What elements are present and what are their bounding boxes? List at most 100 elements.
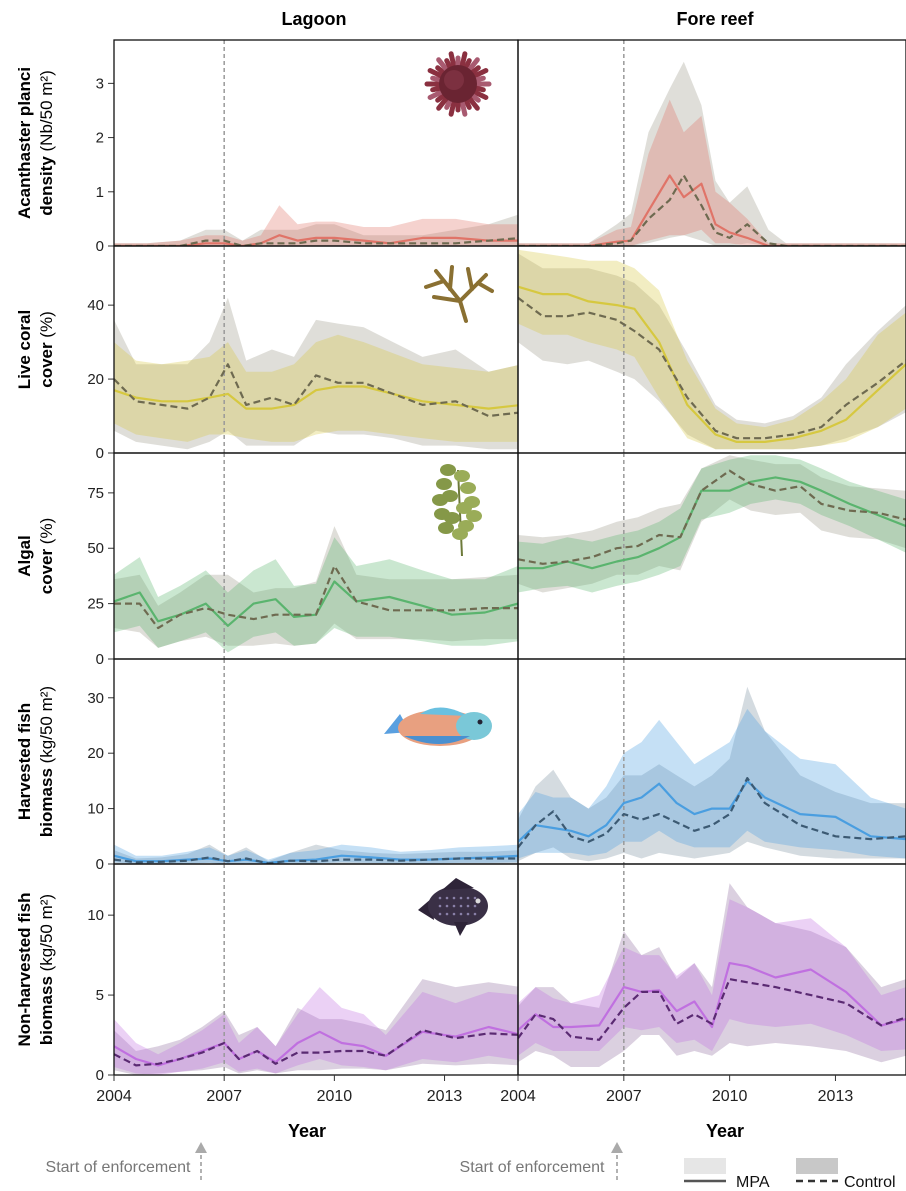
ytick-label-3-10: 10 — [87, 801, 104, 818]
ytick-label-1-20: 20 — [87, 371, 104, 388]
legend-control-swatch — [796, 1158, 838, 1174]
xtick-label-lagoon-2010: 2010 — [317, 1088, 353, 1105]
panel-0-fore-reef — [517, 39, 906, 247]
panel-3-lagoon — [113, 658, 519, 865]
row-label-4: Non-harvested fish biomass (kg/50 m²) — [15, 893, 56, 1047]
xtick-label-fore-reef-2013: 2013 — [818, 1088, 854, 1105]
x-axis-title-fore-reef: Year — [706, 1121, 744, 1141]
row-label-2-line1: Algal — [15, 535, 34, 577]
row-label-1-unit: (%) — [37, 311, 56, 337]
row-label-3-line2: biomass (kg/50 m²) — [37, 686, 56, 837]
branching-coral-icon — [424, 265, 494, 323]
enforcement-note-lagoon: Start of enforcement — [46, 1159, 192, 1176]
ytick-label-3-20: 20 — [87, 745, 104, 762]
ytick-label-0-2: 2 — [96, 130, 104, 147]
row-label-1-line2: cover (%) — [37, 311, 56, 388]
xtick-label-fore-reef-2004: 2004 — [500, 1088, 536, 1105]
legend-mpa-swatch — [684, 1158, 726, 1174]
enforcement-arrow-fore-reef — [611, 1142, 623, 1180]
ytick-label-2-25: 25 — [87, 596, 104, 613]
xtick-label-fore-reef-2007: 2007 — [606, 1088, 642, 1105]
control-line-3-fore-reef — [518, 777, 906, 849]
control-line-2-fore-reef — [518, 469, 906, 565]
enforcement-note-fore-reef: Start of enforcement — [460, 1159, 606, 1176]
enforcement-arrow-lagoon — [195, 1142, 207, 1180]
mpa-band-2-lagoon — [114, 537, 518, 653]
control-line-0-fore-reef — [518, 174, 906, 246]
ytick-label-0-3: 3 — [96, 75, 104, 92]
row-label-3: Harvested fish biomass (kg/50 m²) — [15, 686, 56, 837]
control-band-1-lagoon — [114, 297, 518, 450]
ytick-label-0-1: 1 — [96, 184, 104, 201]
ytick-label-2-50: 50 — [87, 540, 104, 557]
mpa-line-2-lagoon — [114, 580, 518, 627]
legend-control-label: Control — [844, 1174, 896, 1191]
mpa-band-2-fore-reef — [518, 455, 906, 593]
ytick-label-4-0: 0 — [96, 1067, 104, 1084]
row-label-2-bold: cover — [37, 544, 56, 594]
control-band-1-fore-reef — [518, 253, 906, 450]
panels-group: Acanthaster planci density (Nb/50 m²) 0 1 2 3… — [15, 39, 906, 1105]
panel-3-fore-reef — [517, 658, 906, 865]
ytick-label-2-75: 75 — [87, 485, 104, 502]
panel-frame-3-lagoon — [113, 658, 519, 865]
column-title-lagoon: Lagoon — [282, 9, 347, 29]
x-axis-title-lagoon: Year — [288, 1121, 326, 1141]
ytick-label-1-0: 0 — [96, 445, 104, 462]
row-label-1-line1: Live coral — [15, 310, 34, 389]
row-label-0: Acanthaster planci density (Nb/50 m²) — [15, 67, 56, 219]
mpa-line-3-fore-reef — [518, 779, 906, 843]
damselfish-icon — [418, 878, 488, 936]
row-label-3-unit: (kg/50 m²) — [37, 686, 56, 763]
mpa-band-3-fore-reef — [518, 708, 906, 859]
legend: MPA Control — [684, 1158, 896, 1191]
row-label-0-line2: density (Nb/50 m²) — [37, 70, 56, 215]
panel-1-lagoon — [113, 245, 519, 454]
mpa-band-1-fore-reef — [518, 249, 906, 450]
algae-icon — [432, 464, 482, 557]
row-label-4-line2: biomass (kg/50 m²) — [37, 894, 56, 1045]
panel-2-fore-reef — [517, 452, 906, 660]
control-band-2-fore-reef — [518, 455, 906, 593]
ytick-label-2-0: 0 — [96, 651, 104, 668]
mpa-band-0-lagoon — [114, 205, 518, 246]
mpa-line-0-lagoon — [114, 234, 518, 246]
mpa-line-1-fore-reef — [518, 285, 906, 443]
xtick-label-lagoon-2013: 2013 — [427, 1088, 463, 1105]
control-line-3-lagoon — [114, 856, 518, 864]
row-label-4-unit: (kg/50 m²) — [37, 894, 56, 971]
row-label-3-line1: Harvested fish — [15, 703, 34, 820]
row-label-3-bold: biomass — [37, 763, 56, 837]
row-label-1-bold: cover — [37, 338, 56, 388]
xtick-label-lagoon-2007: 2007 — [206, 1088, 242, 1105]
xtick-label-lagoon-2004: 2004 — [96, 1088, 132, 1105]
control-band-3-fore-reef — [518, 686, 906, 862]
control-line-1-lagoon — [114, 363, 518, 418]
control-line-2-lagoon — [114, 564, 518, 630]
mpa-band-4-fore-reef — [518, 899, 906, 1056]
control-line-4-fore-reef — [518, 978, 906, 1041]
control-band-0-fore-reef — [518, 61, 906, 246]
mpa-line-4-fore-reef — [518, 962, 906, 1032]
panel-4-fore-reef: 2004 2007 2010 2013 — [500, 863, 906, 1105]
control-band-4-lagoon — [114, 979, 518, 1075]
starfish-icon — [424, 51, 492, 117]
panel-4-lagoon: 2004 2007 2010 2013 — [96, 863, 519, 1105]
row-label-1: Live coral cover (%) — [15, 310, 56, 389]
control-line-0-lagoon — [114, 237, 518, 246]
control-line-4-lagoon — [114, 1029, 518, 1067]
parrotfish-icon — [384, 707, 492, 746]
row-label-4-bold: biomass — [37, 971, 56, 1045]
row-label-0-unit: (Nb/50 m²) — [37, 70, 56, 151]
mpa-band-4-lagoon — [114, 987, 518, 1075]
ytick-label-3-30: 30 — [87, 690, 104, 707]
row-label-4-line1: Non-harvested fish — [15, 893, 34, 1047]
legend-mpa-label: MPA — [736, 1174, 770, 1191]
row-label-2-line2: cover (%) — [37, 518, 56, 595]
panel-frame-4-fore-reef — [517, 863, 906, 1076]
ytick-label-3-0: 0 — [96, 856, 104, 873]
panel-2-lagoon — [113, 452, 519, 660]
ytick-label-4-5: 5 — [96, 987, 104, 1004]
mpa-line-2-fore-reef — [518, 476, 906, 570]
